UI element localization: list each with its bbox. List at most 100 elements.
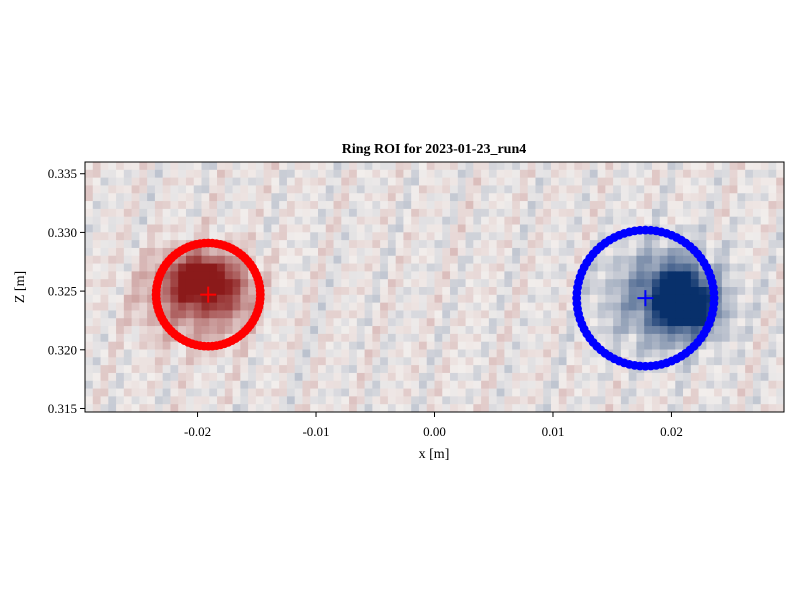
heatmap-cell <box>349 177 358 187</box>
heatmap-cell <box>737 388 746 397</box>
heatmap-cell <box>162 271 172 280</box>
heatmap-cell <box>714 162 723 171</box>
heatmap-cell <box>574 240 583 249</box>
heatmap-cell <box>170 240 179 249</box>
heatmap-cell <box>349 396 358 405</box>
heatmap-cell <box>620 349 630 358</box>
heatmap-cell <box>426 177 436 187</box>
heatmap-cell <box>131 396 140 405</box>
heatmap-cell <box>240 162 249 171</box>
heatmap-cell <box>302 255 311 265</box>
heatmap-cell <box>131 326 140 335</box>
heatmap-cell <box>644 185 653 194</box>
heatmap-cell <box>589 255 599 265</box>
heatmap-cell <box>100 380 109 390</box>
heatmap-cell <box>325 247 335 257</box>
heatmap-cell <box>644 240 653 249</box>
heatmap-cell <box>193 271 203 280</box>
heatmap-cell <box>100 287 109 296</box>
heatmap-cell <box>442 279 451 288</box>
heatmap-cell <box>395 208 405 218</box>
heatmap-cell <box>442 357 451 366</box>
heatmap-cell <box>178 232 187 241</box>
heatmap-cell <box>558 263 568 272</box>
heatmap-cell <box>605 193 614 202</box>
heatmap-cell <box>597 224 606 233</box>
heatmap-cell <box>574 349 583 358</box>
heatmap-cell <box>760 279 770 288</box>
y-tick-label: 0.325 <box>48 284 77 299</box>
heatmap-cell <box>488 193 498 202</box>
heatmap-cell <box>426 372 436 382</box>
heatmap-cell <box>310 294 319 304</box>
heatmap-cell <box>139 318 148 327</box>
heatmap-cell <box>721 255 731 265</box>
heatmap-cell <box>426 365 436 374</box>
heatmap-cell <box>209 216 218 226</box>
heatmap-cell <box>185 177 195 187</box>
heatmap-cell <box>209 326 218 335</box>
heatmap-cell <box>162 349 172 358</box>
heatmap-cell <box>434 396 443 405</box>
heatmap-cell <box>481 396 490 405</box>
heatmap-cell <box>139 302 148 312</box>
heatmap-cell <box>209 224 218 233</box>
heatmap-cell <box>372 333 381 343</box>
heatmap-cell <box>286 333 296 343</box>
heatmap-cell <box>325 388 335 397</box>
heatmap-cell <box>325 310 335 319</box>
heatmap-cell <box>380 326 389 335</box>
heatmap-cell <box>286 326 296 335</box>
heatmap-cell <box>325 333 335 343</box>
heatmap-cell <box>574 224 583 233</box>
heatmap-cell <box>644 380 653 390</box>
heatmap-cell <box>162 333 172 343</box>
heatmap-cell <box>628 380 638 390</box>
heatmap-cell <box>473 326 482 335</box>
heatmap-cell <box>224 185 234 194</box>
heatmap-cell <box>387 365 397 374</box>
heatmap-cell <box>372 201 381 210</box>
heatmap-cell <box>481 341 490 351</box>
heatmap-cell <box>248 396 257 405</box>
heatmap-cell <box>85 372 94 382</box>
heatmap-cell <box>310 208 319 218</box>
heatmap-cell <box>675 193 684 202</box>
heatmap-cell <box>318 380 327 390</box>
heatmap-cell <box>768 380 777 390</box>
heatmap-cell <box>193 380 203 390</box>
heatmap-cell <box>620 208 630 218</box>
heatmap-cell <box>302 318 311 327</box>
heatmap-cell <box>380 287 389 296</box>
heatmap-cell <box>224 247 234 257</box>
heatmap-cell <box>628 279 638 288</box>
heatmap-cell <box>566 326 575 335</box>
y-axis-label: Z [m] <box>13 271 28 303</box>
heatmap-cell <box>162 341 172 351</box>
heatmap-cell <box>131 404 140 412</box>
heatmap-cell <box>535 271 544 280</box>
heatmap-cell <box>729 326 738 335</box>
heatmap-cell <box>201 193 210 202</box>
heatmap-cell <box>123 357 133 366</box>
heatmap-cell <box>512 380 521 390</box>
heatmap-cell <box>659 341 669 351</box>
heatmap-cell <box>706 365 715 374</box>
heatmap-cell <box>481 302 490 312</box>
heatmap-cell <box>450 349 459 358</box>
heatmap-cell <box>349 216 358 226</box>
heatmap-cell <box>178 404 187 412</box>
heatmap-cell <box>395 318 405 327</box>
heatmap-cell <box>667 365 676 374</box>
heatmap-cell <box>349 388 358 397</box>
heatmap-cell <box>108 240 117 249</box>
heatmap-cell <box>131 380 140 390</box>
heatmap-cell <box>349 333 358 343</box>
heatmap-cell <box>496 208 505 218</box>
heatmap-cell <box>232 310 241 319</box>
heatmap-cell <box>286 396 296 405</box>
heatmap-cell <box>519 396 529 405</box>
heatmap-cell <box>737 185 746 194</box>
heatmap-cell <box>224 208 234 218</box>
heatmap-cell <box>325 177 335 187</box>
